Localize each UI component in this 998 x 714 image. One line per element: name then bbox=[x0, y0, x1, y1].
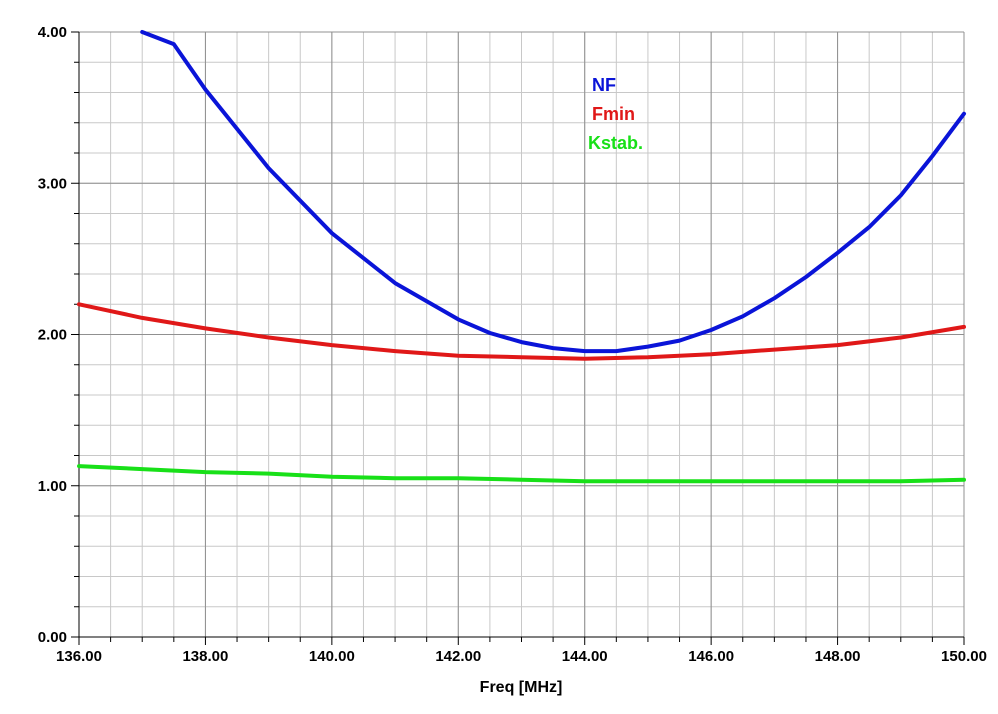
x-axis-title: Freq [MHz] bbox=[480, 679, 563, 696]
x-tick-label: 140.00 bbox=[309, 648, 355, 665]
plot-series bbox=[77, 30, 966, 484]
x-tick-label: 148.00 bbox=[815, 648, 861, 665]
series-line-nf bbox=[140, 30, 966, 354]
y-tick-label: 0.00 bbox=[38, 629, 67, 646]
grid bbox=[78, 31, 965, 638]
legend: NF Fmin Kstab. bbox=[588, 75, 643, 153]
x-tick-label: 144.00 bbox=[562, 648, 608, 665]
series-line-kstab bbox=[77, 464, 966, 484]
y-tick-label: 2.00 bbox=[38, 327, 67, 344]
x-tick-label: 136.00 bbox=[56, 648, 102, 665]
y-tick-label: 4.00 bbox=[38, 24, 67, 41]
legend-label-nf: NF bbox=[592, 75, 616, 95]
legend-label-kstab: Kstab. bbox=[588, 133, 643, 153]
axes: 136.00 138.00 140.00 142.00 144.00 146.00 148.… bbox=[38, 24, 987, 665]
legend-label-fmin: Fmin bbox=[592, 104, 635, 124]
x-tick-label: 142.00 bbox=[435, 648, 481, 665]
x-tick-label: 138.00 bbox=[182, 648, 228, 665]
y-tick-label: 1.00 bbox=[38, 478, 67, 495]
y-tick-label: 3.00 bbox=[38, 175, 67, 192]
series-line-fmin bbox=[77, 302, 966, 361]
x-tick-label: 150.00 bbox=[941, 648, 987, 665]
x-tick-label: 146.00 bbox=[688, 648, 734, 665]
